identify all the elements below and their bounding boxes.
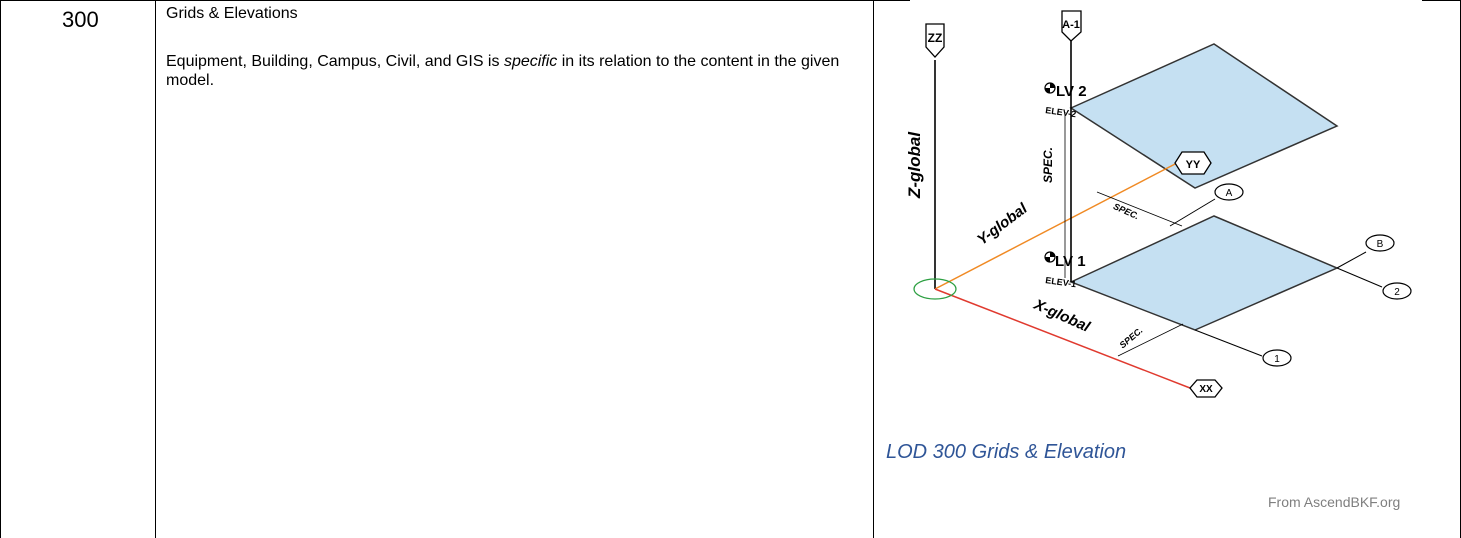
grid-line-a <box>1169 198 1216 227</box>
grid-line-2 <box>1336 267 1383 288</box>
figure-top-gap <box>910 0 1422 6</box>
grids-elevations-drawing: ZZ A-1 YY XX A B 2 1 LV 2 ELEV-2 LV 1 EL… <box>905 0 1422 398</box>
grid-head-b-label: B <box>1377 239 1384 250</box>
table-border-top <box>0 0 910 1</box>
grid-head-2-label: 2 <box>1394 287 1400 298</box>
xx-grid-head: XX <box>1189 379 1223 398</box>
table-divider-1 <box>155 0 156 538</box>
yy-label: YY <box>1186 159 1201 171</box>
x-axis <box>934 288 1191 389</box>
level-1-plate <box>1069 215 1339 331</box>
table-divider-2 <box>873 0 874 538</box>
grid-head-1: 1 <box>1262 349 1292 367</box>
grid-head-2: 2 <box>1382 282 1412 300</box>
xx-label: XX <box>1199 384 1213 395</box>
grid-line-1 <box>1194 329 1263 357</box>
spec-a-dim <box>1096 191 1183 227</box>
y-axis <box>934 162 1178 290</box>
table-border-top-right <box>1422 0 1461 1</box>
yy-grid-head: YY <box>1174 151 1212 175</box>
row-title: Grids & Elevations <box>166 5 298 22</box>
elev1-label: ELEV-1 <box>1045 275 1077 289</box>
origin-marker <box>913 278 957 300</box>
a1-grid-head: A-1 <box>1061 10 1082 42</box>
grid-head-1-label: 1 <box>1274 354 1280 365</box>
level-2-marker: LV 2 ELEV-2 <box>1044 82 1087 119</box>
description-text: Equipment, Building, Campus, Civil, and … <box>166 53 504 70</box>
description-emphasis: specific <box>503 53 558 70</box>
y-global-label: Y-global <box>974 200 1031 249</box>
grid-head-a-label: A <box>1226 188 1233 199</box>
a1-label: A-1 <box>1062 19 1080 31</box>
description-text-end: in its relation to the content in the gi… <box>166 53 840 89</box>
spec-x-dim <box>1117 323 1184 357</box>
spec-a-label: SPEC. <box>1112 201 1141 221</box>
level-2-plate <box>1069 43 1339 189</box>
level-1-marker: LV 1 ELEV-1 <box>1044 251 1086 289</box>
spec-x-label: SPEC. <box>1118 325 1145 350</box>
z-global-label: Z-global <box>905 131 924 199</box>
elev2-label: ELEV-2 <box>1045 105 1077 119</box>
table-border-left <box>0 0 1 538</box>
figure-caption: LOD 300 Grids & Elevation <box>886 441 1127 463</box>
row-description: Equipment, Building, Campus, Civil, and … <box>166 52 846 90</box>
figure-credit: From AscendBKF.org <box>1268 494 1401 510</box>
zz-label: ZZ <box>928 31 943 45</box>
lv2-label: LV 2 <box>1056 83 1087 100</box>
zz-grid-head: ZZ <box>925 23 945 58</box>
grid-line-b <box>1336 251 1367 269</box>
spec-vertical-label: SPEC. <box>1041 147 1055 183</box>
grid-head-b: B <box>1365 234 1395 252</box>
lv1-label: LV 1 <box>1055 253 1086 270</box>
lod-level: 300 <box>62 7 99 32</box>
grid-head-a: A <box>1214 183 1244 201</box>
